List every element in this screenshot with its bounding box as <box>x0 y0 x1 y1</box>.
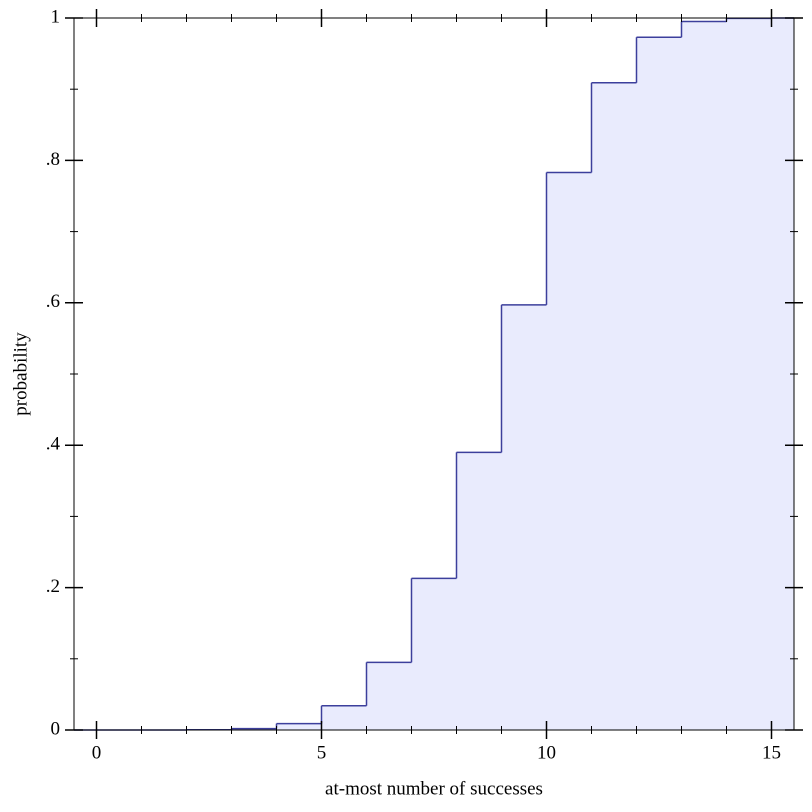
x-tick-label: 5 <box>317 742 327 763</box>
y-tick-label: .8 <box>46 149 60 170</box>
x-tick-label: 15 <box>762 742 781 763</box>
x-axis-label: at-most number of successes <box>325 778 543 799</box>
y-tick-label: 1 <box>51 6 61 27</box>
y-tick-label: .2 <box>46 576 60 597</box>
area <box>96 18 794 730</box>
y-tick-label: .6 <box>46 291 60 312</box>
x-tick-label: 10 <box>537 742 556 763</box>
y-tick-label: 0 <box>51 718 61 739</box>
x-tick-label: 0 <box>92 742 102 763</box>
y-tick-label: .4 <box>46 434 61 455</box>
y-axis-label: probability <box>10 332 31 416</box>
